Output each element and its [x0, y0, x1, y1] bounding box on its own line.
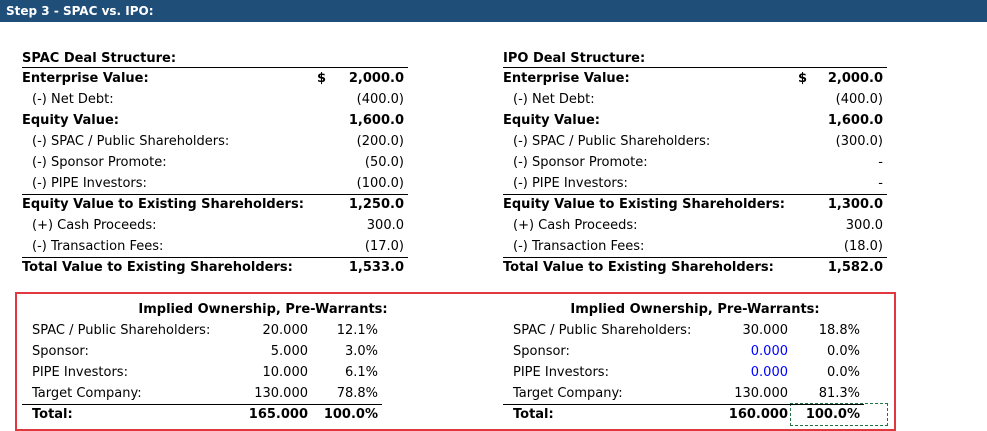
header-title: Step 3 - SPAC vs. IPO:	[6, 4, 154, 18]
row-label: Equity Value:	[22, 113, 119, 128]
ownership-label: PIPE Investors:	[513, 365, 609, 380]
selection-box	[790, 403, 888, 426]
row-value: 1,300.0	[827, 197, 883, 212]
row-label: (+) Cash Proceeds:	[32, 218, 157, 233]
row-label: (-) Transaction Fees:	[32, 239, 164, 254]
row-label: Enterprise Value:	[503, 71, 630, 86]
row-label: (-) PIPE Investors:	[32, 176, 147, 191]
ownership-shares: 160.000	[728, 407, 788, 422]
ownership-label: Sponsor:	[32, 344, 89, 359]
ownership-shares: 130.000	[734, 386, 788, 401]
row-value: (100.0)	[356, 176, 404, 191]
row-value: 2,000.0	[827, 71, 883, 86]
panel-title: SPAC Deal Structure:	[22, 51, 177, 66]
currency: $	[317, 71, 327, 86]
row-label: (-) Net Debt:	[32, 92, 114, 107]
currency: $	[798, 71, 808, 86]
row-label: Total Value to Existing Shareholders:	[22, 260, 293, 275]
row-value: 1,533.0	[348, 260, 404, 275]
row-value: 1,582.0	[827, 260, 883, 275]
ownership-shares: 0.000	[750, 344, 788, 359]
row-label: Equity Value to Existing Shareholders:	[503, 197, 785, 212]
header-bar	[0, 0, 987, 22]
row-value: 2,000.0	[348, 71, 404, 86]
ownership-shares: 165.000	[248, 407, 308, 422]
panel-title: IPO Deal Structure:	[503, 51, 646, 66]
row-label: (-) Sponsor Promote:	[32, 155, 167, 170]
ownership-pct: 6.1%	[344, 365, 378, 380]
row-label: (-) Transaction Fees:	[513, 239, 645, 254]
row-value: (200.0)	[356, 134, 404, 149]
ownership-shares: 30.000	[742, 323, 789, 338]
row-label: Total Value to Existing Shareholders:	[503, 260, 774, 275]
ownership-label: Total:	[32, 407, 73, 422]
ownership-shares: 130.000	[254, 386, 308, 401]
row-value: (50.0)	[364, 155, 404, 170]
ownership-label: SPAC / Public Shareholders:	[513, 323, 692, 338]
ownership-label: Sponsor:	[513, 344, 570, 359]
row-value: (18.0)	[843, 239, 883, 254]
ownership-label: Target Company:	[32, 386, 142, 401]
ownership-pct: 18.8%	[818, 323, 860, 338]
row-value: (400.0)	[835, 92, 883, 107]
ownership-shares: 5.000	[270, 344, 308, 359]
row-value: 1,250.0	[348, 197, 404, 212]
ownership-shares: 0.000	[750, 365, 788, 380]
row-value: -	[878, 155, 883, 170]
rule	[22, 257, 408, 258]
rule	[503, 257, 887, 258]
ownership-label: SPAC / Public Shareholders:	[32, 323, 211, 338]
rule	[22, 67, 408, 68]
ownership-pct: 100.0%	[805, 407, 860, 422]
rule	[503, 404, 864, 405]
ownership-shares: 10.000	[262, 365, 309, 380]
row-value: (17.0)	[364, 239, 404, 254]
ownership-pct: 78.8%	[336, 386, 378, 401]
ownership-pct: 12.1%	[336, 323, 378, 338]
rule	[22, 404, 382, 405]
ownership-pct: 3.0%	[344, 344, 378, 359]
ownership-box	[15, 292, 896, 431]
rule	[22, 194, 408, 195]
ownership-pct: 100.0%	[323, 407, 378, 422]
row-label: Equity Value to Existing Shareholders:	[22, 197, 304, 212]
row-label: Enterprise Value:	[22, 71, 149, 86]
ownership-pct: 0.0%	[826, 344, 860, 359]
row-label: (-) Sponsor Promote:	[513, 155, 648, 170]
ownership-title: Implied Ownership, Pre-Warrants:	[570, 302, 820, 317]
row-label: Equity Value:	[503, 113, 600, 128]
row-label: (-) SPAC / Public Shareholders:	[32, 134, 230, 149]
row-label: (-) Net Debt:	[513, 92, 595, 107]
rule	[503, 67, 887, 68]
rule	[503, 194, 887, 195]
ownership-label: PIPE Investors:	[32, 365, 128, 380]
row-label: (-) SPAC / Public Shareholders:	[513, 134, 711, 149]
row-value: (400.0)	[356, 92, 404, 107]
row-value: 1,600.0	[827, 113, 883, 128]
row-value: -	[878, 176, 883, 191]
row-value: (300.0)	[835, 134, 883, 149]
row-label: (+) Cash Proceeds:	[513, 218, 638, 233]
ownership-label: Total:	[513, 407, 554, 422]
row-value: 300.0	[845, 218, 883, 233]
row-value: 300.0	[366, 218, 404, 233]
row-value: 1,600.0	[348, 113, 404, 128]
ownership-pct: 81.3%	[818, 386, 860, 401]
ownership-shares: 20.000	[262, 323, 309, 338]
ownership-title: Implied Ownership, Pre-Warrants:	[138, 302, 388, 317]
ownership-label: Target Company:	[513, 386, 623, 401]
row-label: (-) PIPE Investors:	[513, 176, 628, 191]
ownership-pct: 0.0%	[826, 365, 860, 380]
